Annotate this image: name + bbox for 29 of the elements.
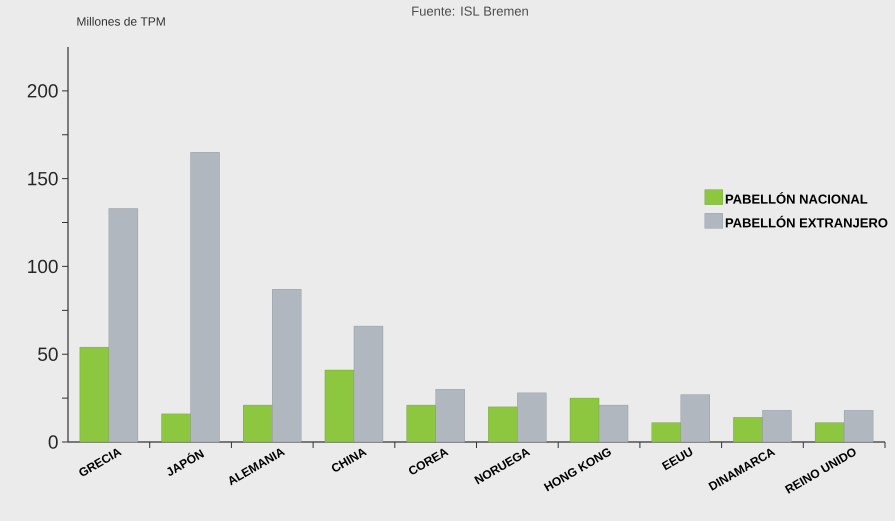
bar [406, 404, 436, 442]
y-axis-title: Millones de TPM [77, 16, 165, 26]
bar [517, 392, 547, 442]
bar [680, 394, 710, 442]
bar [108, 208, 138, 442]
y-tick-label: 50 [38, 347, 58, 361]
bar [814, 422, 844, 442]
legend-label: PABELLÓN EXTRANJERO [726, 216, 888, 228]
bar [190, 152, 220, 442]
legend-label: PABELLÓN NACIONAL [726, 192, 868, 204]
y-tick-label: 150 [28, 172, 58, 186]
bar [243, 404, 272, 442]
source-note: Fuente: ISL Bremen [412, 6, 528, 16]
bar [598, 404, 628, 442]
bar [570, 398, 600, 442]
y-tick-label: 100 [28, 260, 58, 274]
bar [733, 417, 763, 442]
bar [80, 346, 110, 442]
y-tick-label: 200 [28, 84, 58, 98]
bar [161, 414, 191, 442]
bar [272, 289, 302, 442]
bar [354, 326, 384, 442]
bar [488, 406, 518, 442]
bar [652, 422, 681, 442]
bar [435, 389, 465, 442]
bar [324, 370, 354, 442]
y-tick-label: 0 [48, 435, 58, 449]
bar [762, 410, 792, 442]
bar [844, 410, 874, 442]
